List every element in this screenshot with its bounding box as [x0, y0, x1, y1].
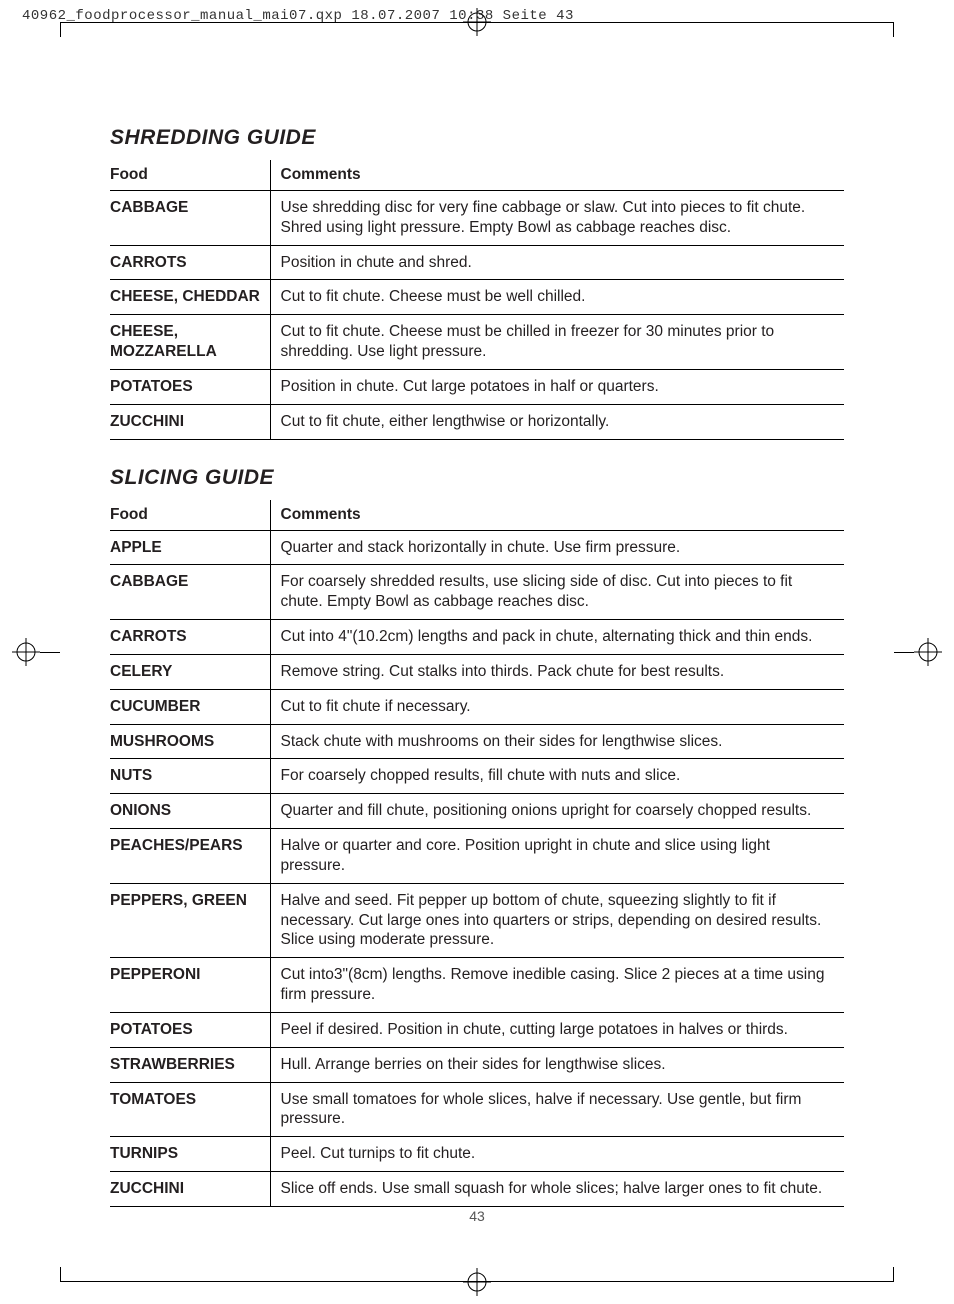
table-row: CHEESE, CHEDDARCut to fit chute. Cheese …: [110, 280, 844, 315]
food-cell: PEPPERS, GREEN: [110, 883, 270, 957]
comment-cell: Hull. Arrange berries on their sides for…: [270, 1047, 844, 1082]
registration-mark-icon: [12, 638, 40, 666]
table-row: ZUCCHINICut to fit chute, either lengthw…: [110, 404, 844, 439]
comment-cell: Position in chute and shred.: [270, 245, 844, 280]
food-cell: CABBAGE: [110, 191, 270, 246]
food-cell: POTATOES: [110, 369, 270, 404]
food-cell: NUTS: [110, 759, 270, 794]
comment-cell: For coarsely shredded results, use slici…: [270, 565, 844, 620]
food-cell: CUCUMBER: [110, 689, 270, 724]
page-number: 43: [0, 1208, 954, 1224]
food-cell: MUSHROOMS: [110, 724, 270, 759]
comment-cell: Slice off ends. Use small squash for who…: [270, 1172, 844, 1207]
food-cell: POTATOES: [110, 1012, 270, 1047]
crop-mark-left: [40, 652, 60, 653]
food-cell: TURNIPS: [110, 1137, 270, 1172]
food-cell: PEACHES/PEARS: [110, 829, 270, 884]
table-row: CUCUMBERCut to fit chute if necessary.: [110, 689, 844, 724]
food-cell: STRAWBERRIES: [110, 1047, 270, 1082]
shredding-table: Food Comments CABBAGEUse shredding disc …: [110, 160, 844, 440]
table-row: POTATOESPosition in chute. Cut large pot…: [110, 369, 844, 404]
table-row: PEPPERONICut into3"(8cm) lengths. Remove…: [110, 958, 844, 1013]
food-cell: CHEESE, MOZZARELLA: [110, 315, 270, 370]
food-cell: APPLE: [110, 530, 270, 565]
table-row: CHEESE, MOZZARELLACut to fit chute. Chee…: [110, 315, 844, 370]
table-row: APPLEQuarter and stack horizontally in c…: [110, 530, 844, 565]
comment-cell: Peel if desired. Position in chute, cutt…: [270, 1012, 844, 1047]
food-cell: PEPPERONI: [110, 958, 270, 1013]
food-cell: ZUCCHINI: [110, 1172, 270, 1207]
registration-mark-icon: [463, 8, 491, 36]
comment-cell: Use small tomatoes for whole slices, hal…: [270, 1082, 844, 1137]
food-cell: CELERY: [110, 654, 270, 689]
food-cell: CHEESE, CHEDDAR: [110, 280, 270, 315]
comment-cell: Quarter and fill chute, positioning onio…: [270, 794, 844, 829]
comment-cell: Halve and seed. Fit pepper up bottom of …: [270, 883, 844, 957]
comment-cell: Cut to fit chute, either lengthwise or h…: [270, 404, 844, 439]
comment-cell: Quarter and stack horizontally in chute.…: [270, 530, 844, 565]
table-row: PEACHES/PEARSHalve or quarter and core. …: [110, 829, 844, 884]
table-row: TURNIPSPeel. Cut turnips to fit chute.: [110, 1137, 844, 1172]
comment-cell: Remove string. Cut stalks into thirds. P…: [270, 654, 844, 689]
table-row: CARROTSPosition in chute and shred.: [110, 245, 844, 280]
table-row: STRAWBERRIESHull. Arrange berries on the…: [110, 1047, 844, 1082]
comment-cell: Halve or quarter and core. Position upri…: [270, 829, 844, 884]
table-row: CABBAGEUse shredding disc for very fine …: [110, 191, 844, 246]
slicing-table: Food Comments APPLEQuarter and stack hor…: [110, 500, 844, 1207]
comment-cell: Peel. Cut turnips to fit chute.: [270, 1137, 844, 1172]
table-row: NUTSFor coarsely chopped results, fill c…: [110, 759, 844, 794]
shredding-title: SHREDDING GUIDE: [110, 126, 844, 150]
food-cell: TOMATOES: [110, 1082, 270, 1137]
comment-cell: Use shredding disc for very fine cabbage…: [270, 191, 844, 246]
slicing-title: SLICING GUIDE: [110, 466, 844, 490]
table-row: ONIONSQuarter and fill chute, positionin…: [110, 794, 844, 829]
table-row: PEPPERS, GREENHalve and seed. Fit pepper…: [110, 883, 844, 957]
food-cell: CABBAGE: [110, 565, 270, 620]
registration-mark-icon: [914, 638, 942, 666]
comment-cell: Stack chute with mushrooms on their side…: [270, 724, 844, 759]
food-cell: CARROTS: [110, 245, 270, 280]
col-food: Food: [110, 160, 270, 191]
comment-cell: Cut into3"(8cm) lengths. Remove inedible…: [270, 958, 844, 1013]
crop-mark-right: [894, 652, 914, 653]
comment-cell: Cut to fit chute. Cheese must be chilled…: [270, 315, 844, 370]
table-row: MUSHROOMSStack chute with mushrooms on t…: [110, 724, 844, 759]
comment-cell: Position in chute. Cut large potatoes in…: [270, 369, 844, 404]
comment-cell: Cut to fit chute. Cheese must be well ch…: [270, 280, 844, 315]
comment-cell: For coarsely chopped results, fill chute…: [270, 759, 844, 794]
food-cell: CARROTS: [110, 620, 270, 655]
table-row: CARROTSCut into 4"(10.2cm) lengths and p…: [110, 620, 844, 655]
col-comments: Comments: [270, 500, 844, 531]
table-row: CABBAGEFor coarsely shredded results, us…: [110, 565, 844, 620]
table-row: ZUCCHINISlice off ends. Use small squash…: [110, 1172, 844, 1207]
col-food: Food: [110, 500, 270, 531]
table-row: TOMATOESUse small tomatoes for whole sli…: [110, 1082, 844, 1137]
food-cell: ONIONS: [110, 794, 270, 829]
table-row: POTATOESPeel if desired. Position in chu…: [110, 1012, 844, 1047]
table-row: CELERYRemove string. Cut stalks into thi…: [110, 654, 844, 689]
registration-mark-icon: [463, 1268, 491, 1296]
comment-cell: Cut to fit chute if necessary.: [270, 689, 844, 724]
page-content: SHREDDING GUIDE Food Comments CABBAGEUse…: [110, 100, 844, 1207]
col-comments: Comments: [270, 160, 844, 191]
food-cell: ZUCCHINI: [110, 404, 270, 439]
comment-cell: Cut into 4"(10.2cm) lengths and pack in …: [270, 620, 844, 655]
